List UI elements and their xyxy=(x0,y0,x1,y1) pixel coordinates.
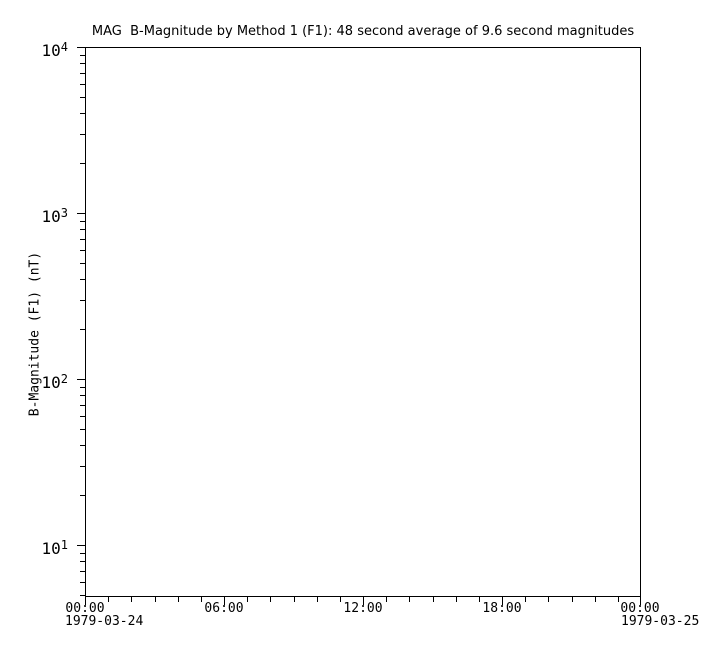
y-minor-tick xyxy=(80,84,85,85)
x-minor-tick xyxy=(525,597,526,602)
y-minor-tick xyxy=(80,495,85,496)
y-minor-tick xyxy=(80,163,85,164)
x-tick-label: 00:00 xyxy=(65,601,105,616)
y-minor-tick xyxy=(80,571,85,572)
y-major-tick xyxy=(77,213,85,214)
y-tick-label: 102 xyxy=(0,368,69,392)
y-tick-exponent: 3 xyxy=(60,206,68,220)
plot-area xyxy=(85,47,641,597)
y-minor-tick xyxy=(80,229,85,230)
y-tick-label: 101 xyxy=(0,534,69,558)
y-minor-tick xyxy=(80,239,85,240)
y-minor-tick xyxy=(80,561,85,562)
y-minor-tick xyxy=(80,221,85,222)
y-minor-tick xyxy=(80,445,85,446)
x-tick-label: 12:00 xyxy=(343,601,383,616)
y-minor-tick xyxy=(80,416,85,417)
y-minor-tick xyxy=(80,113,85,114)
y-tick-exponent: 2 xyxy=(60,372,68,386)
y-minor-tick xyxy=(80,395,85,396)
y-minor-tick xyxy=(80,387,85,388)
x-major-tick xyxy=(224,597,225,605)
x-minor-tick xyxy=(131,597,132,602)
y-tick-base: 10 xyxy=(41,207,61,226)
x-minor-tick xyxy=(595,597,596,602)
x-axis-start-date-label: 1979-03-24 xyxy=(65,614,144,629)
x-major-tick xyxy=(502,597,503,605)
y-tick-base: 10 xyxy=(41,41,61,60)
x-minor-tick xyxy=(618,597,619,602)
y-minor-tick xyxy=(80,300,85,301)
y-minor-tick xyxy=(80,582,85,583)
chart-title: MAG B-Magnitude by Method 1 (F1): 48 sec… xyxy=(91,24,635,39)
y-minor-tick xyxy=(80,73,85,74)
x-axis-end-date-label: 1979-03-25 xyxy=(621,614,700,629)
y-minor-tick xyxy=(80,329,85,330)
y-major-tick xyxy=(77,47,85,48)
x-minor-tick xyxy=(247,597,248,602)
x-minor-tick xyxy=(108,597,109,602)
x-minor-tick xyxy=(155,597,156,602)
x-minor-tick xyxy=(479,597,480,602)
y-minor-tick xyxy=(80,405,85,406)
y-minor-tick xyxy=(80,63,85,64)
x-major-tick xyxy=(85,597,86,605)
x-minor-tick xyxy=(433,597,434,602)
y-minor-tick xyxy=(80,429,85,430)
x-minor-tick xyxy=(178,597,179,602)
x-minor-tick xyxy=(409,597,410,602)
y-minor-tick xyxy=(80,279,85,280)
x-tick-label: 18:00 xyxy=(482,601,522,616)
x-major-tick xyxy=(640,597,641,605)
y-tick-exponent: 4 xyxy=(60,40,68,54)
y-axis-label: B-Magnitude (F1) (nT) xyxy=(27,251,43,417)
x-tick-label: 06:00 xyxy=(204,601,244,616)
y-tick-label: 104 xyxy=(0,36,69,60)
x-minor-tick xyxy=(317,597,318,602)
y-tick-base: 10 xyxy=(41,373,61,392)
x-minor-tick xyxy=(456,597,457,602)
y-minor-tick xyxy=(80,466,85,467)
x-minor-tick xyxy=(572,597,573,602)
y-minor-tick xyxy=(80,263,85,264)
y-minor-tick xyxy=(80,595,85,596)
y-tick-label: 103 xyxy=(0,202,69,226)
y-minor-tick xyxy=(80,250,85,251)
x-minor-tick xyxy=(201,597,202,602)
x-minor-tick xyxy=(548,597,549,602)
x-minor-tick xyxy=(386,597,387,602)
y-minor-tick xyxy=(80,553,85,554)
y-minor-tick xyxy=(80,134,85,135)
x-minor-tick xyxy=(340,597,341,602)
y-tick-base: 10 xyxy=(41,539,61,558)
x-minor-tick xyxy=(294,597,295,602)
x-minor-tick xyxy=(270,597,271,602)
y-tick-exponent: 1 xyxy=(60,538,68,552)
x-tick-label: 00:00 xyxy=(620,601,660,616)
y-minor-tick xyxy=(80,97,85,98)
y-major-tick xyxy=(77,379,85,380)
x-major-tick xyxy=(363,597,364,605)
y-minor-tick xyxy=(80,55,85,56)
y-major-tick xyxy=(77,545,85,546)
